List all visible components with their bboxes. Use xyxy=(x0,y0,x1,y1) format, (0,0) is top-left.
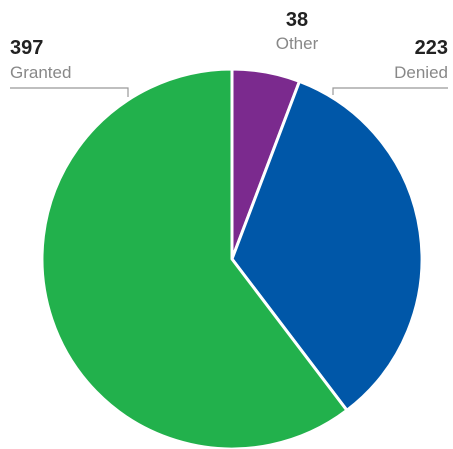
category-label: Denied xyxy=(394,63,448,82)
leader-line xyxy=(332,87,448,95)
category-label: Other xyxy=(276,34,319,53)
pie-slice xyxy=(230,79,424,412)
category-label: Granted xyxy=(10,63,71,82)
value-label: 38 xyxy=(286,9,308,31)
value-label: 223 xyxy=(415,37,448,59)
value-label: 397 xyxy=(10,37,43,59)
pie-slice xyxy=(40,67,349,449)
leader-line xyxy=(10,87,129,97)
